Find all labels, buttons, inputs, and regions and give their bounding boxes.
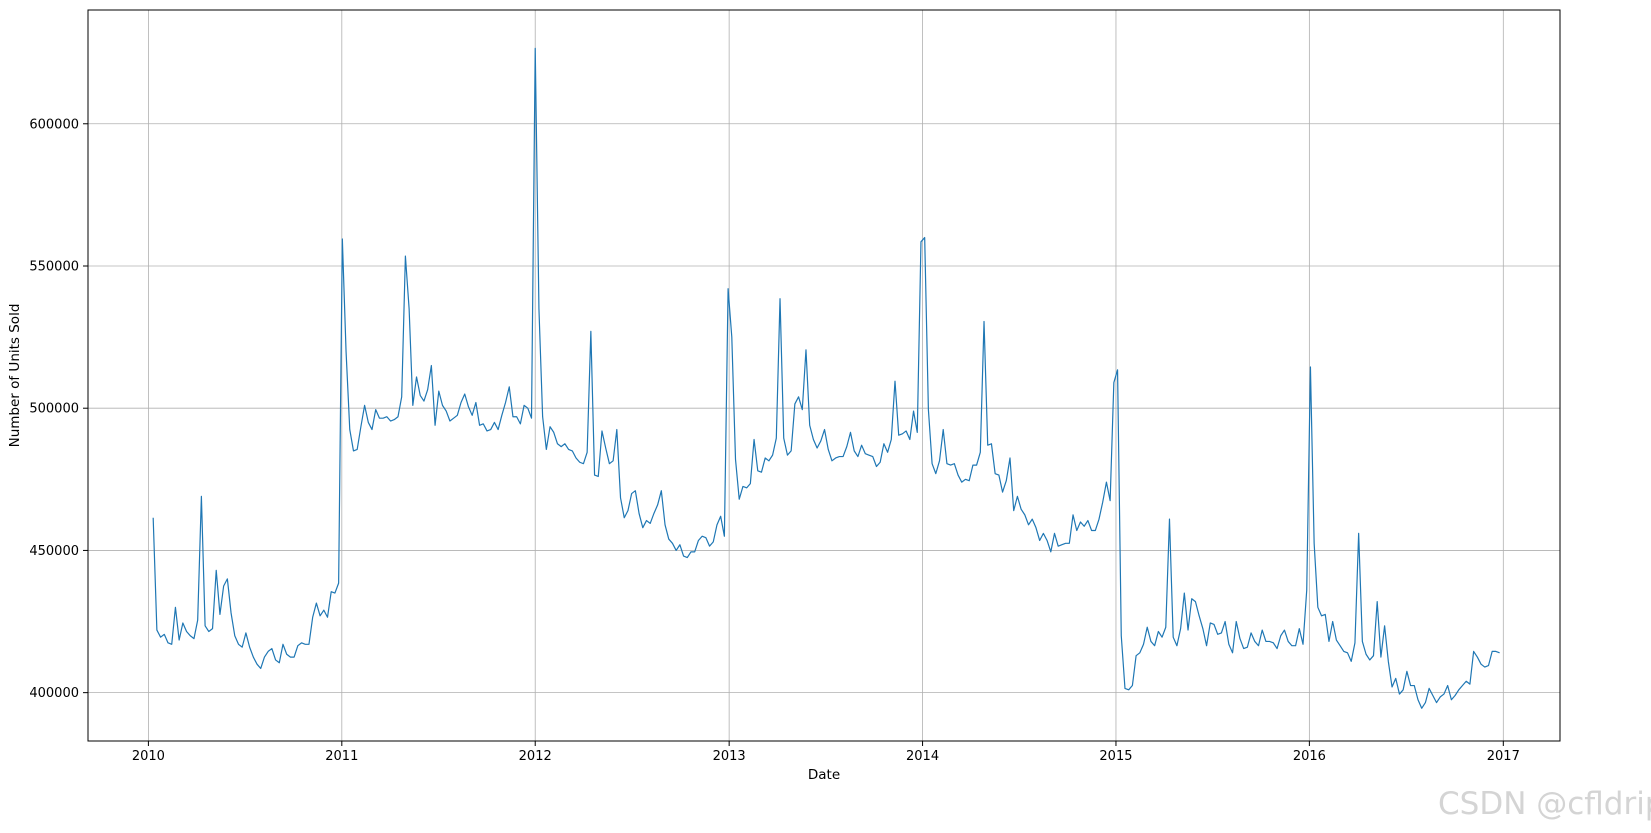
x-tick-label: 2010 [132, 749, 165, 764]
series-layer [152, 47, 1500, 709]
x-tick-label: 2013 [713, 749, 746, 764]
y-tick-label: 450000 [29, 544, 79, 559]
watermark: CSDN @cfldrip [1438, 786, 1651, 822]
x-tick-label: 2016 [1293, 749, 1326, 764]
y-tick-label: 600000 [29, 117, 79, 132]
y-tick-label: 500000 [29, 402, 79, 417]
x-tick-label: 2017 [1487, 749, 1520, 764]
x-axis-label: Date [808, 767, 840, 783]
grid-lines [88, 10, 1560, 741]
plot-frame [87, 9, 1561, 742]
series-line [152, 47, 1500, 709]
x-tick-label: 2012 [519, 749, 552, 764]
x-axis: 2010 2011 2012 2013 2014 2015 2016 2017 [132, 741, 1520, 764]
y-tick-label: 400000 [29, 686, 79, 701]
y-tick-label: 550000 [29, 259, 79, 274]
x-tick-label: 2011 [325, 749, 358, 764]
x-tick-label: 2014 [906, 749, 939, 764]
y-axis: 400000 450000 500000 550000 600000 [29, 117, 88, 701]
x-tick-label: 2015 [1099, 749, 1132, 764]
y-axis-label: Number of Units Sold [7, 304, 23, 448]
